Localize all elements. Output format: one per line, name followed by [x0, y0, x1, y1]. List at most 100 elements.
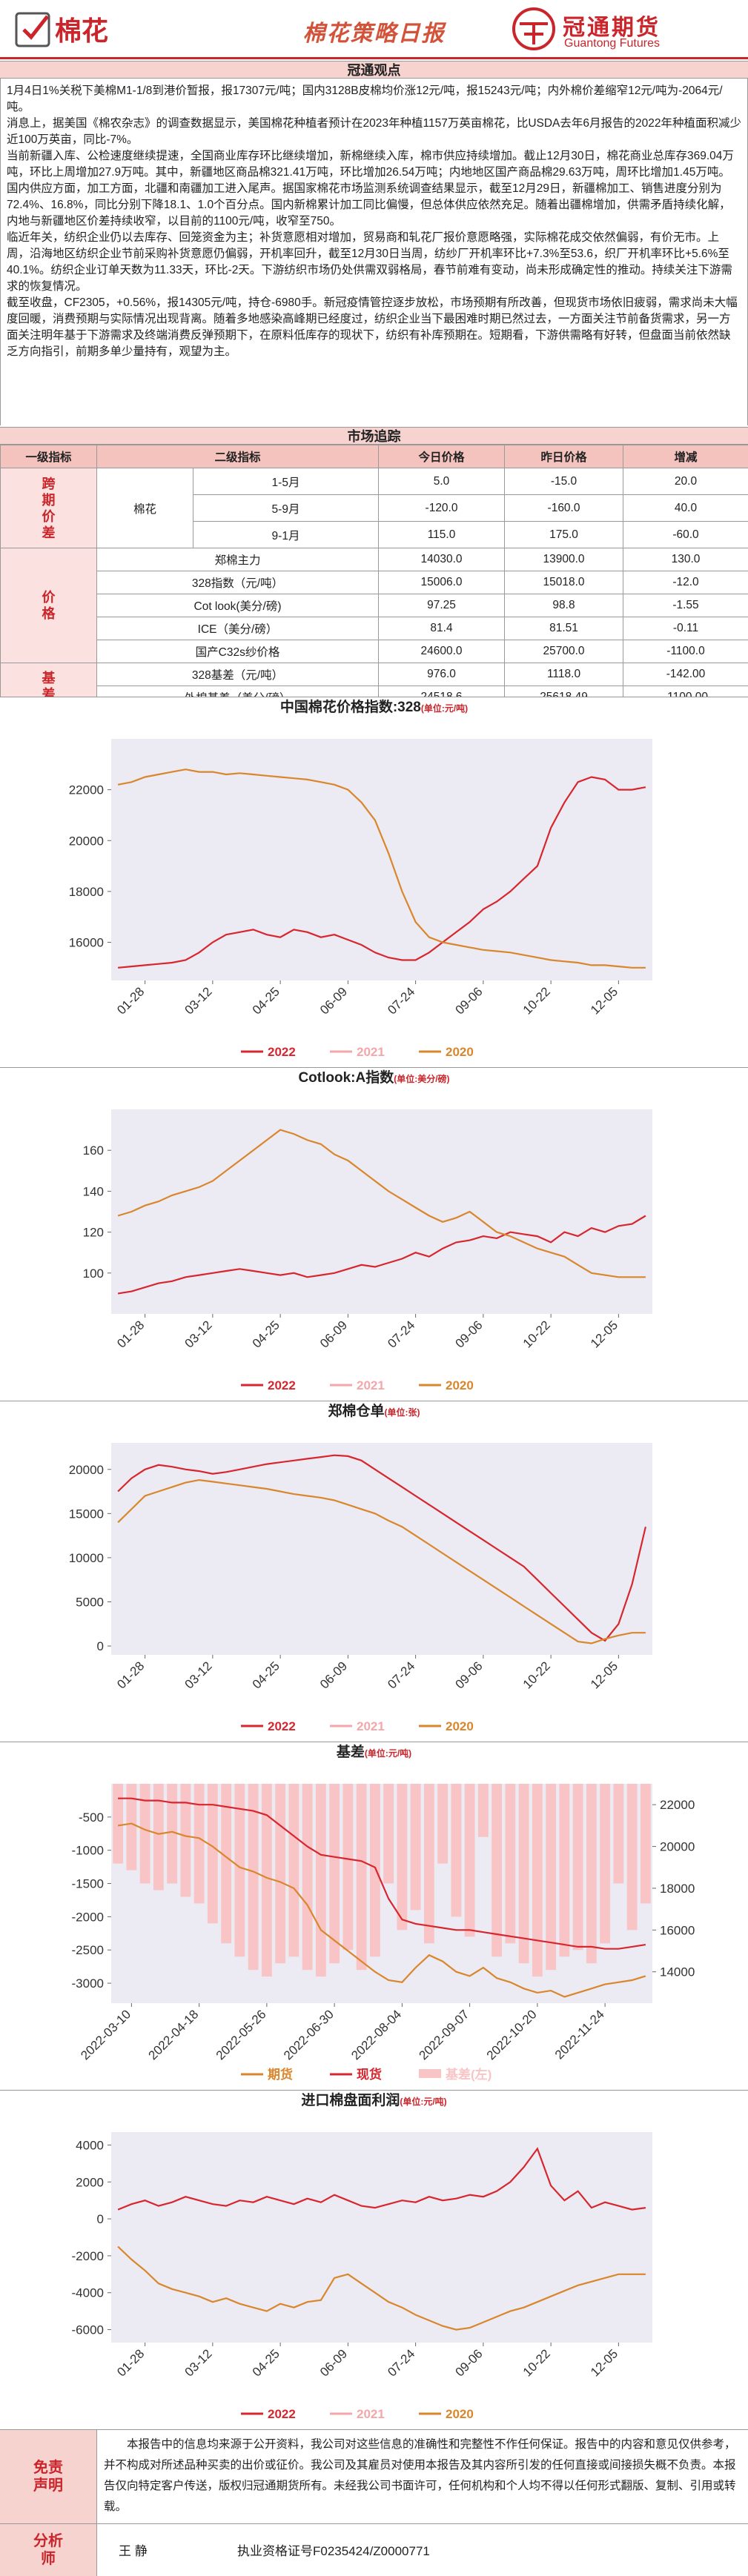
- bar: [153, 1784, 164, 1890]
- row: ICE（美分/磅） 81.4 81.51 -0.11: [1, 617, 748, 640]
- chart-title-text: 基差: [336, 1745, 365, 1760]
- market-table: 一级指标 二级指标 今日价格 昨日价格 增减 跨期价差 棉花 1-5月 5.0 -15.0 20.0…: [0, 445, 748, 697]
- paragraph: 截至收盘，CF2305，+0.56%，报14305元/吨，持仓-6980手。新冠…: [7, 296, 738, 358]
- chart: 100 120 140 160 01-28 03-12 04-25 06-09 07-24 09-…: [83, 1109, 652, 1392]
- bar: [126, 1784, 137, 1870]
- x-tick-label: 2022-03-10: [78, 2007, 133, 2062]
- x-tick-label: 12-05: [588, 984, 620, 1017]
- indicator-cell: 5-9月: [192, 494, 380, 522]
- company-name: 冠通期货: [563, 16, 661, 40]
- group-name: 跨期价差: [42, 476, 56, 540]
- side-label-box: 分析师: [0, 2524, 97, 2576]
- bar: [559, 1784, 570, 1957]
- report-title: 棉花策略日报: [302, 21, 446, 46]
- bar: [586, 1784, 597, 1964]
- value-cell: -12.0: [623, 571, 748, 594]
- bar: [532, 1784, 543, 1977]
- bar: [207, 1784, 218, 1924]
- value-cell: 24518.6: [378, 686, 506, 697]
- y-tick-label: -1500: [72, 1877, 104, 1891]
- analyst: 分析师 王 静 执业资格证号F0235424/Z0000771: [0, 2523, 748, 2576]
- value-cell: -120.0: [378, 494, 506, 522]
- value-cell: -142.00: [623, 663, 748, 686]
- legend-label: 2021: [357, 2407, 385, 2421]
- indicator-cell: 郑棉主力: [96, 548, 380, 571]
- x-tick-label: 07-24: [385, 1318, 417, 1350]
- chart-title-text: Cotlook:A指数: [298, 1070, 394, 1086]
- sub-cell: 棉花: [96, 468, 193, 548]
- bar: [113, 1784, 124, 1864]
- indicator-cell: 328指数（元/吨）: [96, 571, 380, 594]
- row: 9-1月 115.0 175.0 -60.0: [1, 521, 748, 548]
- chart-unit: (单位:美分/磅): [394, 1074, 450, 1084]
- y2-tick-label: 16000: [660, 1923, 695, 1937]
- x-tick-label: 07-24: [385, 2346, 417, 2379]
- indicator-cell: 1-5月: [192, 468, 380, 495]
- x-tick-label: 09-06: [453, 984, 486, 1017]
- bar: [518, 1784, 529, 1964]
- paragraph: 当前新疆入库、公检速度继续提速，全国商业库存环比继续增加，新棉继续入库，棉市供应…: [7, 150, 734, 179]
- y-tick-label: 10000: [69, 1551, 104, 1565]
- value-cell: -1100.0: [623, 640, 748, 663]
- legend-label: 2022: [268, 1045, 296, 1059]
- x-tick-label: 03-12: [182, 1318, 215, 1350]
- bar: [640, 1784, 651, 1904]
- y-tick-label: -1000: [72, 1844, 104, 1858]
- value-cell: 130.0: [623, 548, 748, 571]
- x-tick-label: 04-25: [250, 1318, 282, 1350]
- y2-tick-label: 22000: [660, 1798, 695, 1812]
- legend-label: 2021: [357, 1719, 385, 1733]
- group-cell: 基差: [0, 663, 97, 697]
- legend-label: 2020: [446, 2407, 474, 2421]
- x-tick-label: 04-25: [250, 1659, 282, 1691]
- group-name: 价格: [42, 590, 56, 621]
- value-cell: 175.0: [504, 521, 624, 548]
- legend-label: 2020: [446, 1719, 474, 1733]
- x-tick-label: 09-06: [453, 1318, 486, 1350]
- chart: -500 -1000 -1500 -2000 -2500 -3000 14000 16000 1…: [72, 1784, 695, 2082]
- chart-block: 进口棉盘面利润(单位:元/吨) -6000 -4000 -2000 0 2000 4000…: [0, 2090, 748, 2429]
- y-tick-label: -2500: [72, 1943, 104, 1957]
- bar: [410, 1784, 421, 1911]
- value-cell: -1.55: [623, 594, 748, 617]
- line-series: [117, 776, 646, 969]
- x-tick-label: 03-12: [182, 1659, 215, 1691]
- bar: [302, 1784, 313, 1971]
- x-tick-label: 01-28: [114, 1659, 147, 1691]
- x-tick-label: 2022-09-07: [417, 2007, 472, 2062]
- y-tick-label: 15000: [69, 1507, 104, 1521]
- chart-block: 中国棉花价格指数:328(单位:元/吨) 16000 18000 20000 2200…: [0, 697, 748, 1067]
- value-cell: 15018.0: [504, 571, 624, 594]
- line-series: [117, 1478, 646, 1644]
- logo: 棉花: [13, 6, 132, 56]
- y-tick-label: 120: [83, 1226, 104, 1240]
- value-cell: -60.0: [623, 521, 748, 548]
- disclaimer-label: 免责声明: [33, 2460, 63, 2494]
- chart-unit: (单位:元/吨): [400, 2097, 447, 2107]
- x-tick-label: 2022-08-04: [348, 2007, 404, 2062]
- x-tick-label: 2022-10-20: [484, 2007, 540, 2062]
- row: 外棉基差（美分/磅）24518.625618.49-1100.00: [1, 686, 748, 697]
- analyst-name: 王 静: [119, 2544, 148, 2558]
- chart-block: 郑棉仓单(单位:张) 0 5000 10000 15000 20000 01-28 03-1…: [0, 1401, 748, 1742]
- bar: [139, 1784, 150, 1884]
- y-tick-label: 18000: [69, 885, 104, 899]
- y-tick-label: 100: [83, 1267, 104, 1281]
- value-cell: 5.0: [378, 468, 506, 495]
- value-cell: 115.0: [378, 521, 506, 548]
- x-tick-label: 06-09: [317, 2346, 350, 2379]
- bar: [613, 1784, 624, 1884]
- company-logo: [512, 7, 555, 50]
- y-tick-label: 140: [83, 1184, 104, 1198]
- value-cell: 20.0: [623, 468, 748, 495]
- y-tick-label: -3000: [72, 1976, 104, 1991]
- x-tick-label: 2022-06-30: [281, 2007, 337, 2062]
- chart-unit: (单位:张): [384, 1407, 420, 1418]
- header-cell: 增减: [623, 445, 748, 468]
- bar: [451, 1784, 462, 1917]
- row: 基差 328基差（元/吨） 976.0 1118.0 -142.00: [0, 663, 748, 697]
- chart-title: 基差(单位:元/吨): [0, 1742, 748, 1763]
- bar: [423, 1784, 434, 1944]
- value-cell: -1100.00: [623, 686, 748, 697]
- section-title: 市场追踪: [0, 427, 748, 445]
